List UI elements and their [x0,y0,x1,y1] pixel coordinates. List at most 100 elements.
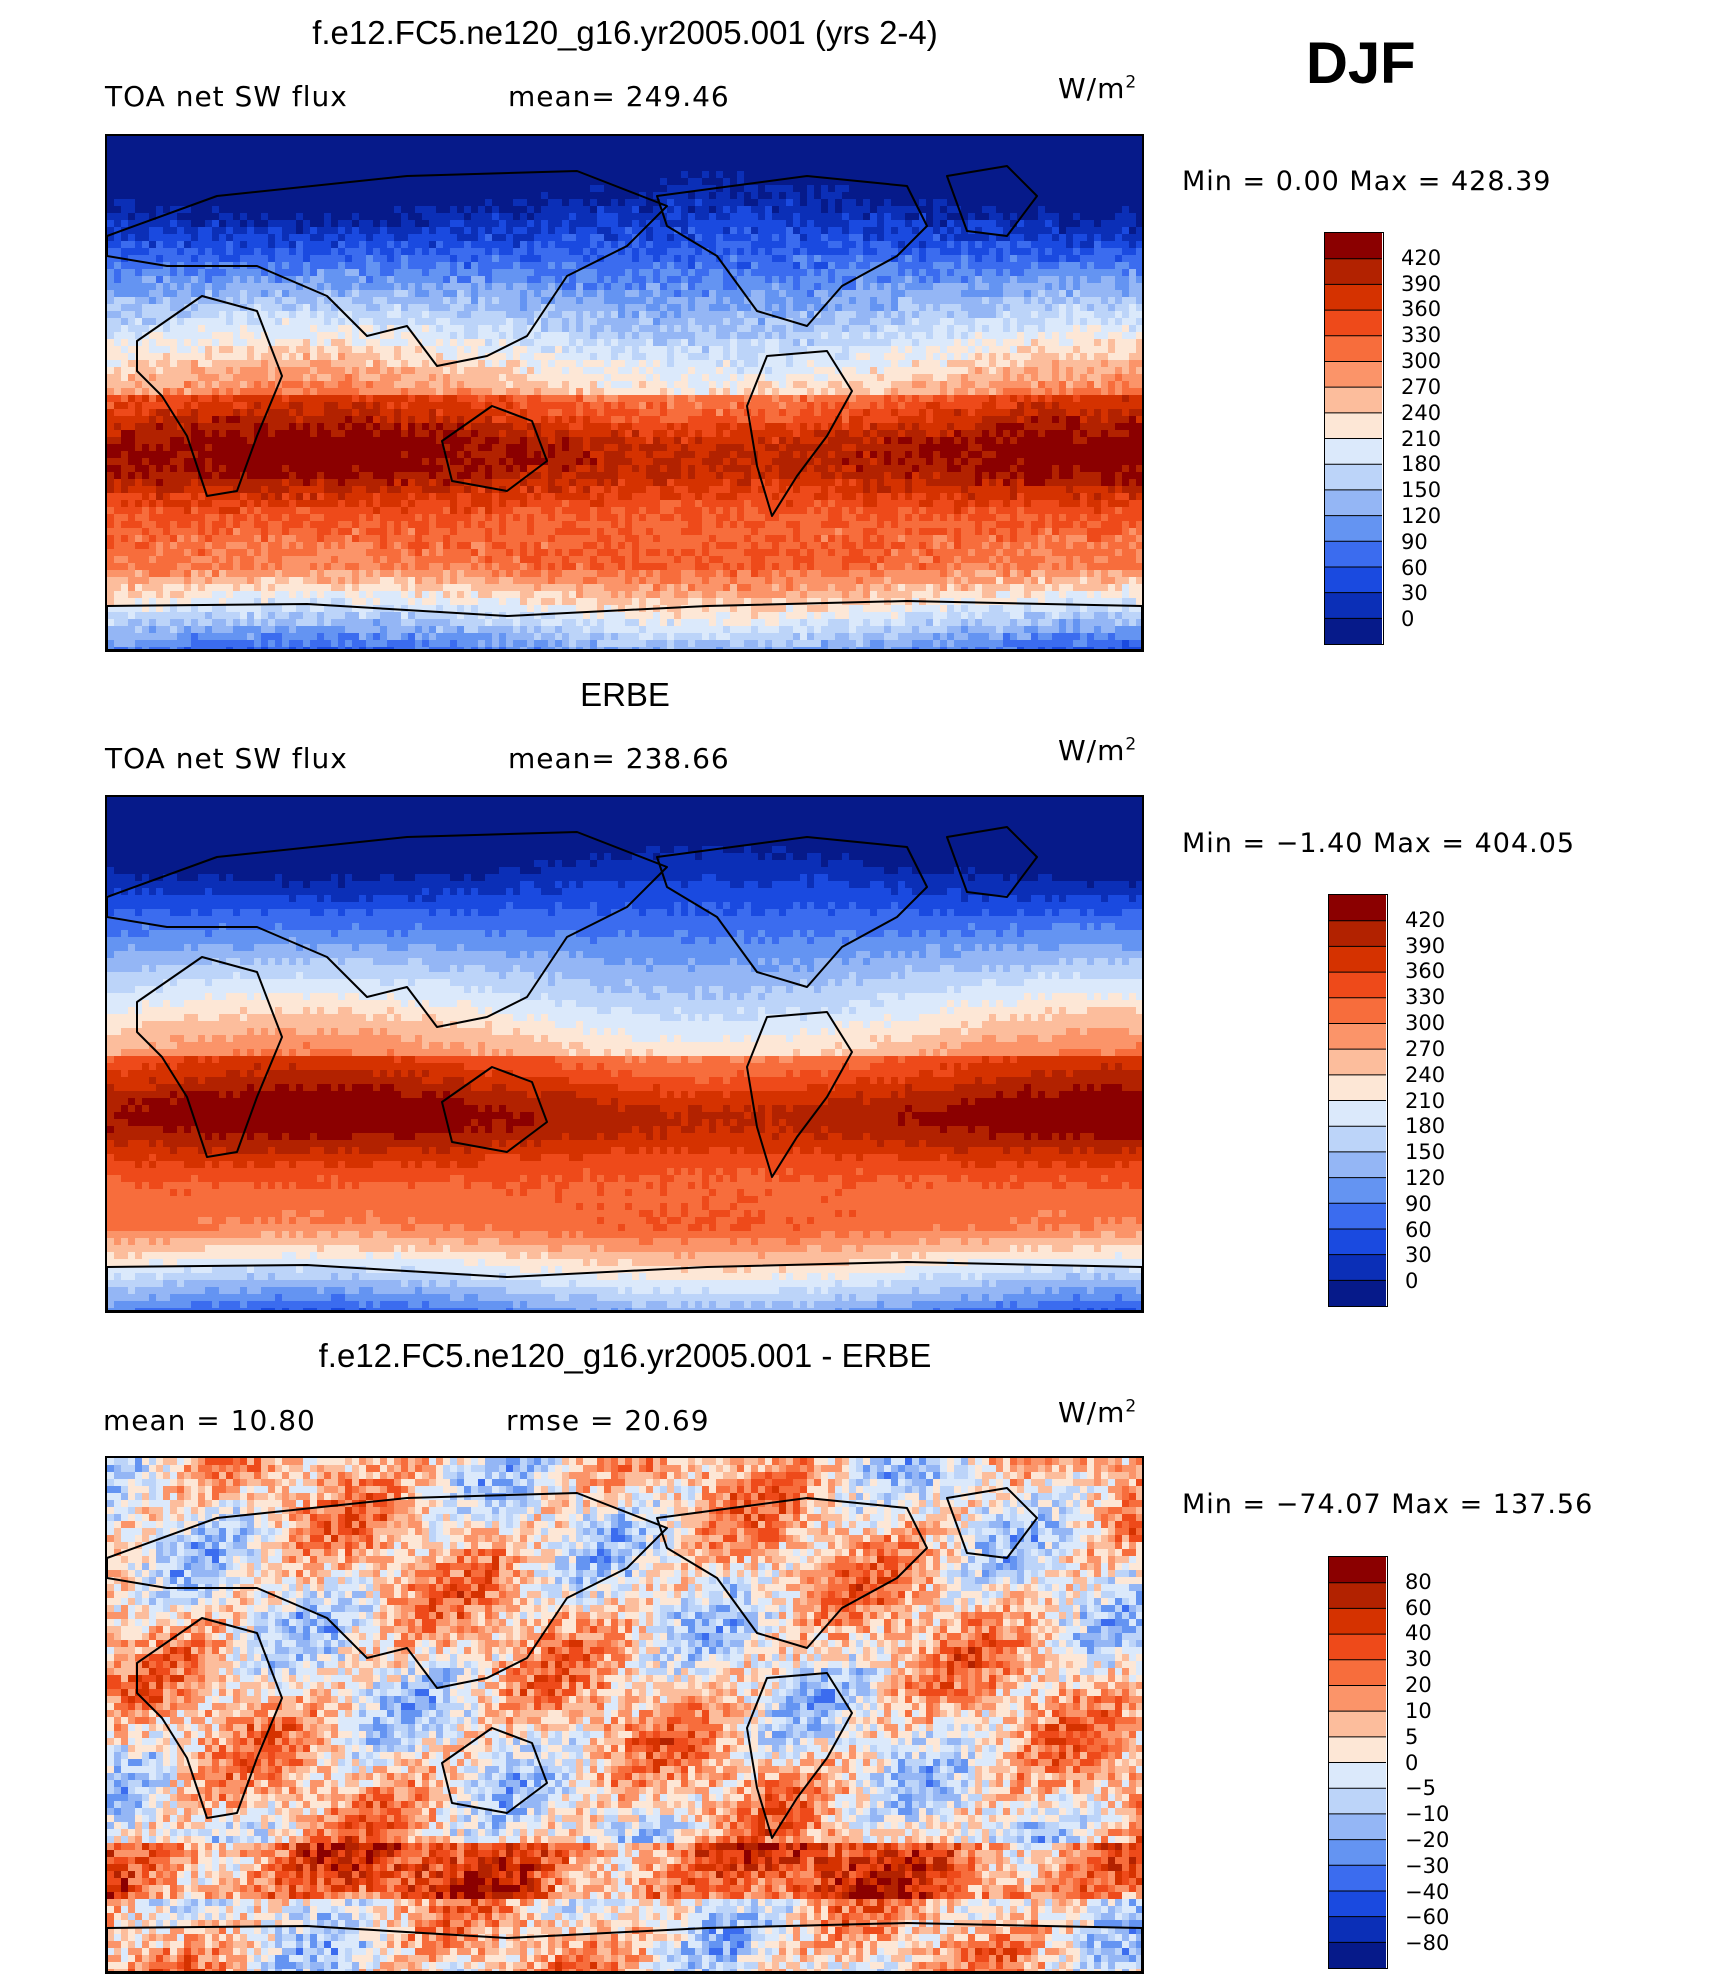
map-cell [548,227,556,235]
map-cell [1129,199,1137,207]
map-cell [1024,227,1032,235]
map-cell [331,192,339,200]
map-cell [758,318,766,326]
map-cell [527,157,535,165]
map-cell [814,199,822,207]
map-cell [940,136,948,144]
map-cell [198,332,206,340]
map-cell [926,206,934,214]
map-cell [359,297,367,305]
map-cell [191,255,199,263]
map-cell [191,290,199,298]
map-cell [1073,178,1081,186]
map-cell [800,353,808,361]
map-cell [947,353,955,361]
map-cell [919,143,927,151]
map-cell [527,220,535,228]
map-cell [569,192,577,200]
map-cell [758,297,766,305]
map-cell [233,318,241,326]
map-cell [114,248,122,256]
map-cell [436,297,444,305]
map-cell [632,360,640,368]
map-cell [604,248,612,256]
map-cell [1045,220,1053,228]
map-cell [1031,360,1039,368]
map-cell [506,332,514,340]
map-cell [1108,178,1116,186]
map-cell [177,185,185,193]
map-cell [443,297,451,305]
map-cell [1059,234,1067,242]
map-cell [583,164,591,172]
map-cell [268,297,276,305]
map-cell [282,248,290,256]
map-cell [1045,304,1053,312]
map-cell [611,367,619,375]
map-cell [450,227,458,235]
map-cell [387,262,395,270]
map-cell [1010,150,1018,158]
map-cell [513,269,521,277]
map-cell [597,136,605,144]
map-cell [506,234,514,242]
map-cell [289,318,297,326]
map-cell [331,150,339,158]
map-cell [401,276,409,284]
map-cell [450,311,458,319]
map-cell [1101,164,1109,172]
map-cell [296,367,304,375]
map-cell [1129,339,1137,347]
map-cell [485,136,493,144]
map-cell [317,276,325,284]
map-cell [1031,304,1039,312]
map-cell [513,353,521,361]
map-cell [1129,143,1137,151]
map-cell [772,248,780,256]
map-cell [1010,290,1018,298]
map-cell [611,185,619,193]
map-cell [156,164,164,172]
map-cell [856,304,864,312]
map-cell [1080,157,1088,165]
map-cell [1101,297,1109,305]
map-cell [240,346,248,354]
map-cell [870,171,878,179]
map-cell [478,360,486,368]
map-cell [205,234,213,242]
map-cell [331,311,339,319]
map-cell [555,234,563,242]
map-cell [366,248,374,256]
map-cell [471,283,479,291]
map-cell [114,311,122,319]
map-cell [982,241,990,249]
map-cell [310,213,318,221]
map-cell [555,220,563,228]
map-cell [912,171,920,179]
map-cell [1052,353,1060,361]
map-cell [478,332,486,340]
map-cell [254,150,262,158]
map-cell [835,213,843,221]
map-cell [366,311,374,319]
map-cell [1136,157,1142,165]
map-cell [177,325,185,333]
map-cell [982,171,990,179]
map-cell [317,304,325,312]
map-cell [744,150,752,158]
map-cell [1122,353,1130,361]
map-cell [1115,178,1123,186]
map-cell [779,367,787,375]
map-cell [765,136,773,144]
map-cell [576,220,584,228]
map-cell [401,325,409,333]
map-cell [884,311,892,319]
map-cell [772,241,780,249]
map-cell [422,269,430,277]
map-cell [996,304,1004,312]
map-cell [177,297,185,305]
map-cell [716,227,724,235]
map-cell [422,297,430,305]
map-cell [660,318,668,326]
map-cell [716,283,724,291]
